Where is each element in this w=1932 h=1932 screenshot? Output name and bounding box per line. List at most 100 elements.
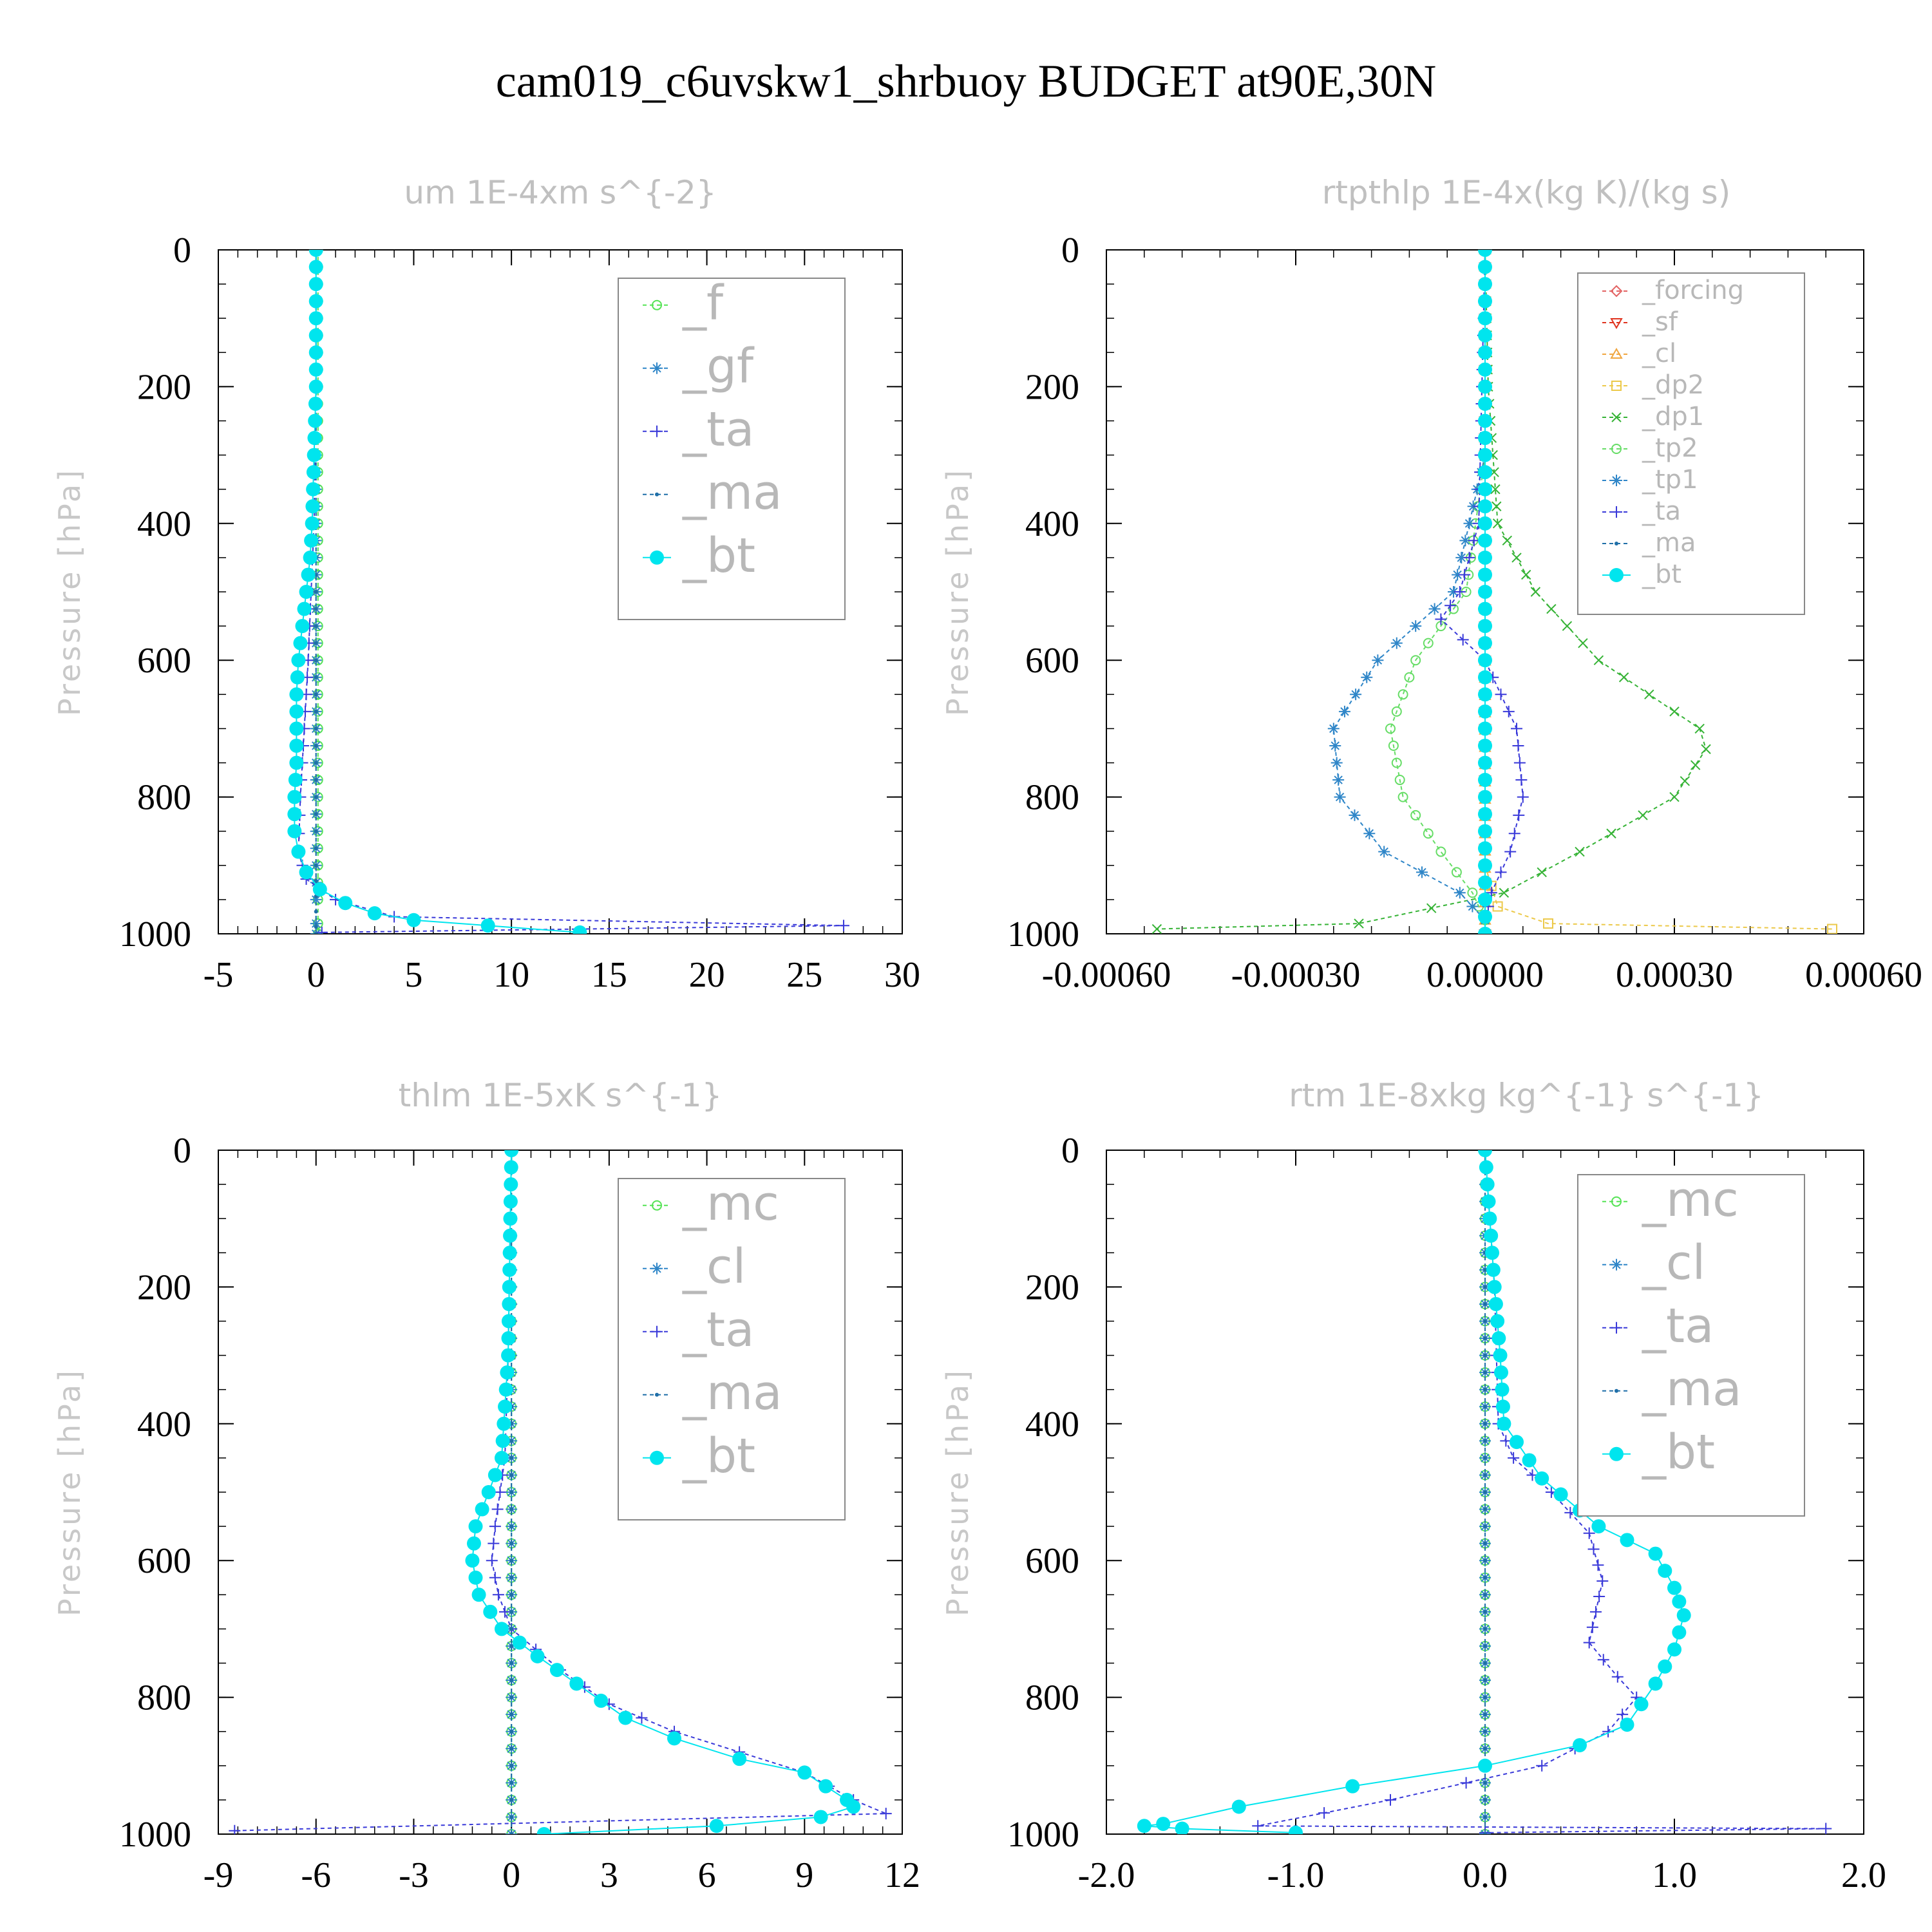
- data-point: [1483, 1387, 1487, 1392]
- data-point: [1410, 810, 1421, 820]
- data-point: [1483, 1558, 1487, 1563]
- data-point: [1502, 535, 1513, 546]
- data-point: [1690, 760, 1701, 770]
- data-point: [1820, 1823, 1832, 1834]
- data-point: [1428, 603, 1441, 615]
- data-point: [503, 1211, 518, 1226]
- y-axis-label: Pressure [hPa]: [52, 1368, 87, 1616]
- data-point: [465, 1553, 480, 1568]
- data-point: [289, 687, 304, 702]
- x-tick-label: 0: [307, 955, 325, 995]
- data-point: [288, 773, 303, 788]
- data-point: [1543, 918, 1553, 929]
- data-point: [310, 893, 322, 905]
- data-point: [1483, 1678, 1487, 1683]
- data-point: [1504, 846, 1517, 858]
- data-point: [503, 1194, 518, 1209]
- data-point: [1483, 1507, 1487, 1511]
- legend-marker: [650, 550, 664, 565]
- data-point: [509, 1490, 514, 1494]
- data-point: [1452, 569, 1464, 581]
- legend-box: [1577, 272, 1805, 615]
- y-tick-label: 800: [137, 1678, 191, 1718]
- data-point: [1667, 1642, 1681, 1657]
- data-point: [1426, 903, 1437, 913]
- data-point: [1669, 706, 1680, 717]
- data-point: [880, 1808, 892, 1820]
- data-point: [1620, 1533, 1634, 1548]
- y-tick-label: 600: [137, 1541, 191, 1581]
- data-point: [1546, 603, 1557, 614]
- data-point: [488, 1468, 502, 1482]
- data-point: [1510, 1435, 1524, 1450]
- legend-entry: _cl: [1642, 1235, 1705, 1291]
- data-point: [1454, 887, 1466, 899]
- data-point: [1397, 689, 1408, 700]
- data-point: [509, 1439, 514, 1443]
- data-point: [481, 1485, 496, 1499]
- data-point: [1520, 569, 1531, 580]
- data-point: [1478, 1758, 1492, 1773]
- data-area: [1151, 250, 1837, 934]
- y-tick-label: 0: [1061, 231, 1079, 270]
- data-point: [287, 807, 302, 822]
- data-point: [1597, 1654, 1609, 1666]
- data-point: [549, 1663, 564, 1678]
- data-point: [480, 918, 495, 933]
- data-point: [509, 1763, 514, 1768]
- data-point: [1483, 1405, 1487, 1409]
- data-point: [489, 1571, 501, 1584]
- data-point: [1175, 1821, 1189, 1834]
- data-point: [1480, 1177, 1495, 1192]
- legend-entry: _bt: [1642, 1425, 1715, 1480]
- data-point: [1478, 516, 1492, 531]
- y-tick-label: 1000: [1007, 914, 1079, 954]
- x-tick-label: 12: [884, 1855, 920, 1895]
- data-point: [1468, 535, 1480, 547]
- data-point: [1478, 413, 1492, 428]
- x-tick-label: 1.0: [1652, 1855, 1697, 1895]
- legend-entry: _sf: [1642, 307, 1678, 337]
- legend-entry: _ta: [682, 402, 754, 457]
- legend-entry: _ta: [1642, 1298, 1714, 1354]
- data-point: [1513, 809, 1525, 821]
- data-point: [1658, 1659, 1672, 1674]
- data-point: [1478, 601, 1492, 616]
- chart-panel-3: thlm 1E-5xK s^{-1} Pressure [hPa] 0 200 400 6…: [52, 1077, 920, 1895]
- data-point: [468, 1570, 483, 1585]
- legend-entry: _ta: [682, 1302, 754, 1358]
- data-point: [1483, 1421, 1487, 1426]
- data-point: [1404, 672, 1415, 683]
- data-point: [509, 1575, 514, 1580]
- data-point: [367, 906, 382, 921]
- data-point: [1372, 654, 1384, 667]
- y-tick-label: 400: [137, 504, 191, 544]
- data-point: [1483, 1643, 1487, 1648]
- data-point: [312, 882, 327, 896]
- data-point: [1522, 1453, 1537, 1468]
- data-point: [503, 1228, 518, 1243]
- data-point: [1318, 1807, 1331, 1819]
- data-point: [1497, 1416, 1511, 1431]
- data-point: [293, 636, 308, 650]
- data-point: [314, 761, 318, 765]
- data-point: [1378, 846, 1390, 858]
- data-point: [1451, 867, 1462, 878]
- data-point: [1573, 1738, 1587, 1752]
- data-point: [819, 1779, 833, 1794]
- data-point: [1672, 1594, 1687, 1609]
- data-point: [314, 829, 318, 833]
- legend-entry: _forcing: [1642, 276, 1744, 305]
- data-point: [1478, 636, 1492, 650]
- legend-entry: _mc: [1642, 1172, 1739, 1227]
- x-tick-label: 2.0: [1841, 1855, 1886, 1895]
- data-point: [1349, 809, 1361, 821]
- data-point: [1620, 1718, 1634, 1732]
- data-point: [1483, 1524, 1487, 1529]
- legend: _mc _cl _ta _ma _bt: [1577, 1172, 1805, 1517]
- data-point: [287, 824, 302, 838]
- data-point: [501, 1331, 516, 1346]
- data-point: [289, 755, 304, 770]
- legend-entry: _ma: [682, 465, 782, 520]
